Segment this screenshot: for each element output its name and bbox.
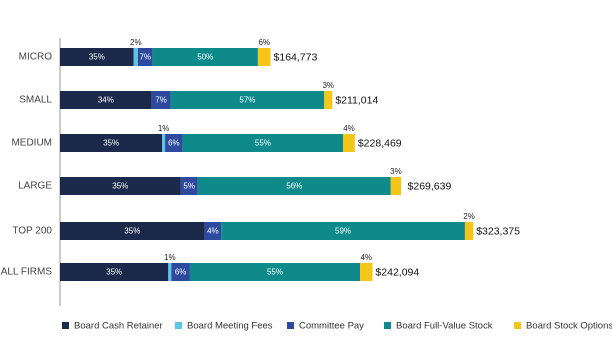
total-label: $211,014 bbox=[335, 94, 378, 106]
value-label: 4% bbox=[343, 124, 355, 133]
bar-segment bbox=[171, 263, 190, 281]
bar-segment bbox=[180, 177, 198, 195]
bar-segment bbox=[257, 48, 271, 66]
total-label: $164,773 bbox=[274, 51, 318, 63]
category-label: LARGE bbox=[18, 181, 52, 192]
bar-segment bbox=[60, 177, 181, 195]
value-label: 4% bbox=[360, 253, 372, 262]
value-label: 6% bbox=[258, 38, 270, 47]
bar-segment bbox=[137, 48, 153, 66]
bar-segment bbox=[390, 177, 402, 195]
bar-segment bbox=[221, 222, 465, 240]
bar-segment bbox=[60, 263, 169, 281]
bar-segment bbox=[162, 134, 166, 152]
bar-segment bbox=[60, 134, 163, 152]
legend-label: Committee Pay bbox=[299, 321, 364, 332]
value-label: 7% bbox=[155, 96, 167, 105]
value-label: 35% bbox=[89, 53, 105, 62]
value-label: 7% bbox=[139, 53, 151, 62]
bar-segment bbox=[152, 48, 258, 66]
category-label: TOP 200 bbox=[12, 226, 52, 237]
bar-segment bbox=[60, 91, 152, 109]
legend-label: Board Cash Retainer bbox=[74, 321, 163, 332]
value-label: 1% bbox=[164, 253, 176, 262]
bar-segment bbox=[182, 134, 344, 152]
legend-label: Board Meeting Fees bbox=[187, 321, 273, 332]
value-label: 2% bbox=[130, 38, 142, 47]
value-label: 55% bbox=[255, 139, 271, 148]
legend-swatch bbox=[287, 322, 294, 329]
value-label: 3% bbox=[390, 167, 402, 176]
value-label: 5% bbox=[183, 182, 195, 191]
bar-segment bbox=[60, 48, 134, 66]
value-label: 56% bbox=[286, 182, 302, 191]
value-label: 35% bbox=[112, 182, 128, 191]
value-label: 34% bbox=[98, 96, 114, 105]
category-label: MEDIUM bbox=[11, 138, 52, 149]
bar-segment bbox=[151, 91, 171, 109]
bar-segment bbox=[170, 91, 325, 109]
bar-segment bbox=[189, 263, 361, 281]
bar-segment bbox=[168, 263, 172, 281]
legend-label: Board Full-Value Stock bbox=[396, 321, 493, 332]
value-label: 6% bbox=[175, 268, 187, 277]
bar-segment bbox=[197, 177, 391, 195]
value-label: 59% bbox=[335, 227, 351, 236]
value-label: 1% bbox=[158, 124, 170, 133]
value-label: 50% bbox=[197, 53, 213, 62]
value-label: 3% bbox=[322, 81, 334, 90]
value-label: 35% bbox=[106, 268, 122, 277]
total-label: $242,094 bbox=[375, 266, 419, 278]
category-label: MICRO bbox=[19, 52, 53, 63]
value-label: 4% bbox=[207, 227, 219, 236]
total-label: $228,469 bbox=[358, 137, 402, 149]
legend-swatch bbox=[514, 322, 521, 329]
value-label: 6% bbox=[168, 139, 180, 148]
value-label: 35% bbox=[103, 139, 119, 148]
bar-segment bbox=[360, 263, 373, 281]
bar-segment bbox=[343, 134, 355, 152]
bar-segment bbox=[464, 222, 474, 240]
bar-segment bbox=[324, 91, 333, 109]
category-label: SMALL bbox=[19, 95, 52, 106]
category-label: ALL FIRMS bbox=[1, 267, 53, 278]
total-label: $269,639 bbox=[408, 180, 452, 192]
bar-segment bbox=[133, 48, 138, 66]
value-label: 57% bbox=[239, 96, 255, 105]
legend-swatch bbox=[62, 322, 69, 329]
total-label: $323,375 bbox=[476, 225, 520, 237]
legend-swatch bbox=[384, 322, 391, 329]
legend-swatch bbox=[175, 322, 182, 329]
bar-segment bbox=[165, 134, 183, 152]
value-label: 55% bbox=[267, 268, 283, 277]
legend-label: Board Stock Options bbox=[526, 321, 612, 332]
value-label: 35% bbox=[124, 227, 140, 236]
bar-segment bbox=[60, 222, 205, 240]
value-label: 2% bbox=[463, 212, 475, 221]
bar-segment bbox=[204, 222, 222, 240]
